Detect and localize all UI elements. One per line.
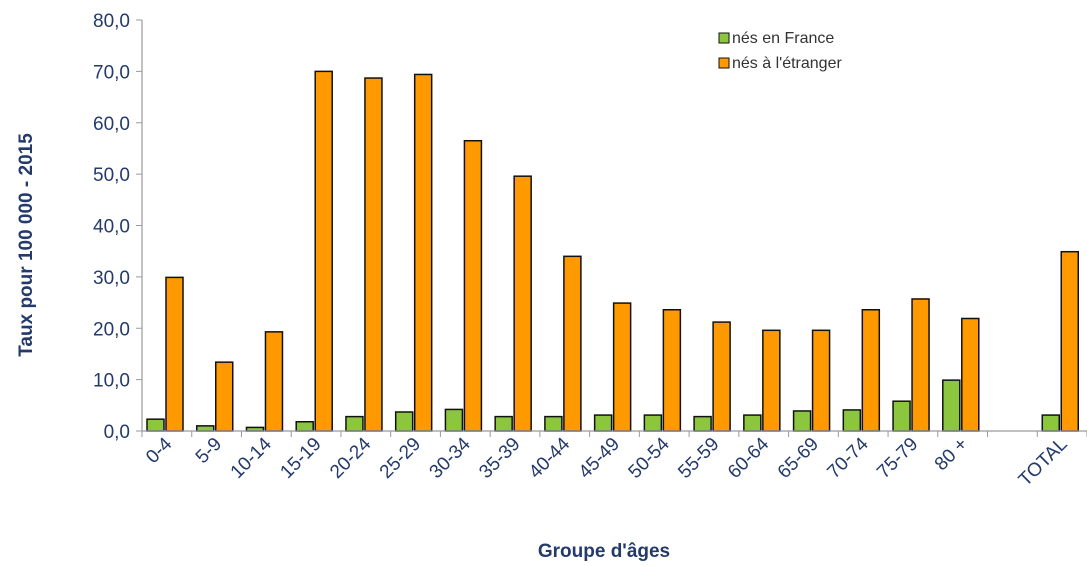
x-tick-label: 25-29 [376,434,425,483]
x-axis-title: Groupe d'âges [538,541,670,562]
bar-france-0-4 [146,418,165,432]
legend: nés en France nés à l'étranger [718,30,842,72]
bar-france-50-54 [643,414,663,432]
x-tick-label: 75-79 [873,434,922,483]
y-tick-label: 20,0 [93,319,130,340]
y-tick-label: 80,0 [93,11,130,32]
bar-etranger-70-74 [861,309,881,432]
bar-etranger-25-29 [413,73,433,432]
bar-etranger-75-79 [911,298,930,432]
bar-france-35-39 [494,415,513,432]
x-tick-label: 10-14 [227,433,277,483]
bar-etranger-55-59 [712,321,731,432]
bar-etranger-80+ [961,317,980,432]
bar-etranger-35-39 [513,175,532,432]
x-tick-label: 5-9 [192,434,226,468]
y-tick-label: 0,0 [104,422,130,443]
bar-etranger-30-34 [463,139,483,432]
x-tick-label: 15-19 [276,434,325,483]
bar-etranger-15-19 [314,70,333,432]
bar-etranger-40-44 [563,255,582,432]
x-tick-label: 0-4 [142,433,177,468]
bar-france-55-59 [693,415,712,432]
x-tick-label: 30-34 [426,433,476,483]
x-axis-ticks: 0-4 5-9 10-14 15-19 20-24 25-29 30-34 35-39 40-4… [141,431,1087,491]
y-tick-label: 40,0 [93,217,130,238]
y-tick-label: 60,0 [93,114,130,135]
bar-etranger-45-49 [612,302,632,432]
legend-label: nés à l'étranger [732,55,842,72]
bar-etranger-20-24 [364,77,383,432]
bar-france-65-69 [792,410,812,432]
x-tick-label: 20-24 [326,433,376,483]
x-tick-label: 60-64 [724,433,774,483]
x-tick-label: 45-49 [575,434,624,483]
x-tick-label: 65-69 [774,434,823,483]
legend-swatch [718,32,730,44]
bar-france-80+ [942,379,961,432]
bar-france-5-9 [195,425,215,432]
bar-etranger-0-4 [165,276,184,432]
bar-etranger-60-64 [762,329,781,432]
bar-france-70-74 [842,409,862,432]
y-axis-title: Taux pour 100 000 - 2015 [16,133,37,357]
x-tick-label: 55-59 [674,434,723,483]
bar-etranger-65-69 [811,329,831,432]
bar-france-30-34 [444,408,464,432]
y-axis-ticks: 0,0 10,0 20,0 30,0 40,0 50,0 60,0 70,0 80,0 [93,11,142,443]
bar-etranger-5-9 [214,361,234,432]
y-tick-label: 10,0 [93,371,130,392]
bar-france-20-24 [345,415,364,432]
bar-france-25-29 [394,411,414,432]
legend-swatch [718,57,730,69]
bar-france-75-79 [892,400,911,432]
legend-label: nés en France [732,30,834,47]
x-tick-label: 35-39 [475,434,524,483]
x-tick-label: 50-54 [625,433,675,483]
x-tick-label: TOTAL [1015,434,1072,491]
bar-france-15-19 [295,421,314,432]
bars [146,70,1080,432]
bar-france-40-44 [544,415,563,432]
x-tick-label: 40-44 [525,433,575,483]
x-tick-label: 80 + [931,434,972,475]
bar-france-60-64 [743,414,762,432]
bar-france-TOTAL [1041,414,1061,432]
axes [141,20,1087,432]
bar-etranger-TOTAL [1060,250,1080,432]
y-tick-label: 50,0 [93,165,130,186]
y-tick-label: 30,0 [93,268,130,289]
bar-france-45-49 [593,414,613,432]
bar-etranger-10-14 [264,331,284,432]
x-tick-label: 70-74 [823,433,873,483]
bar-etranger-50-54 [662,309,682,432]
y-tick-label: 70,0 [93,62,130,83]
